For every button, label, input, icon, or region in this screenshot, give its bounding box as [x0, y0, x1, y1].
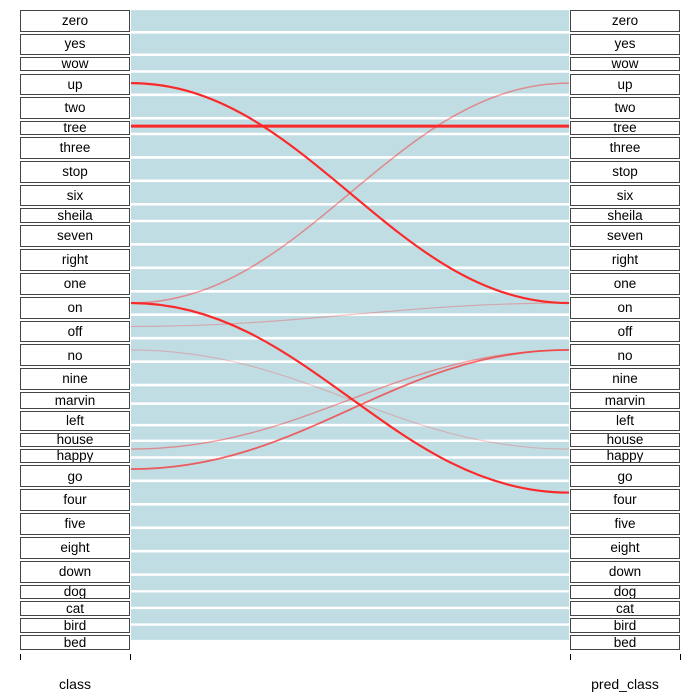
right-box-cat: cat — [570, 601, 680, 616]
right-box-happy: happy — [570, 449, 680, 464]
right-box-eight: eight — [570, 537, 680, 559]
flow-area — [131, 0, 569, 650]
flow-band — [131, 135, 569, 156]
left-box-stop: stop — [20, 161, 130, 183]
left-box-three: three — [20, 137, 130, 159]
left-box-up: up — [20, 74, 130, 96]
left-box-sheila: sheila — [20, 208, 130, 223]
flow-band — [131, 576, 569, 590]
right-box-left: left — [570, 411, 680, 431]
axis-tick — [130, 654, 131, 660]
flow-band — [131, 553, 569, 574]
left-box-wow: wow — [20, 57, 130, 72]
left-box-off: off — [20, 321, 130, 343]
flow-band — [131, 316, 569, 337]
flow-band — [131, 506, 569, 527]
right-box-nine: nine — [570, 368, 680, 390]
right-box-wow: wow — [570, 57, 680, 72]
right-box-right: right — [570, 249, 680, 271]
right-box-zero: zero — [570, 10, 680, 32]
right-box-go: go — [570, 465, 680, 487]
flow-band — [131, 609, 569, 623]
right-box-yes: yes — [570, 34, 680, 55]
right-box-three: three — [570, 137, 680, 159]
left-box-five: five — [20, 513, 130, 535]
right-box-off: off — [570, 321, 680, 343]
right-box-bird: bird — [570, 618, 680, 633]
flow-band — [131, 34, 569, 54]
left-box-happy: happy — [20, 449, 130, 464]
axis-tick — [680, 654, 681, 660]
left-box-tree: tree — [20, 121, 130, 135]
left-box-left: left — [20, 411, 130, 431]
right-box-house: house — [570, 433, 680, 447]
flow-band — [131, 339, 569, 360]
left-box-on: on — [20, 297, 130, 319]
right-box-sheila: sheila — [570, 208, 680, 223]
right-box-six: six — [570, 185, 680, 207]
flow-band — [131, 592, 569, 606]
right-box-dog: dog — [570, 585, 680, 600]
left-box-zero: zero — [20, 10, 130, 32]
flow-band — [131, 222, 569, 243]
right-box-down: down — [570, 561, 680, 583]
flow-band — [131, 246, 569, 267]
left-box-dog: dog — [20, 585, 130, 600]
left-box-right: right — [20, 249, 130, 271]
right-box-one: one — [570, 273, 680, 295]
left-box-bed: bed — [20, 635, 130, 650]
right-axis-label: pred_class — [570, 676, 680, 692]
left-box-no: no — [20, 344, 130, 366]
alluvial-diagram: zeroyeswowuptwotreethreestopsixsheilasev… — [0, 0, 700, 700]
axis-tick — [570, 654, 571, 660]
left-axis-label: class — [20, 676, 130, 692]
right-box-tree: tree — [570, 121, 680, 135]
flow-band — [131, 482, 569, 503]
left-box-go: go — [20, 465, 130, 487]
right-box-marvin: marvin — [570, 392, 680, 409]
flow-band — [131, 96, 569, 117]
flow-band — [131, 73, 569, 94]
left-box-two: two — [20, 97, 130, 119]
left-box-marvin: marvin — [20, 392, 130, 409]
right-box-no: no — [570, 344, 680, 366]
flow-band — [131, 206, 569, 220]
flow-band — [131, 529, 569, 550]
flow-band — [131, 269, 569, 290]
flow-band — [131, 363, 569, 384]
flow-band — [131, 405, 569, 424]
left-box-yes: yes — [20, 34, 130, 55]
right-box-up: up — [570, 74, 680, 96]
left-box-cat: cat — [20, 601, 130, 616]
flow-band — [131, 159, 569, 180]
axis-tick — [20, 654, 21, 660]
left-box-bird: bird — [20, 618, 130, 633]
right-box-two: two — [570, 97, 680, 119]
left-box-six: six — [20, 185, 130, 207]
flow-band — [131, 626, 569, 640]
left-box-eight: eight — [20, 537, 130, 559]
right-box-seven: seven — [570, 225, 680, 247]
flow-band — [131, 56, 569, 70]
left-box-house: house — [20, 433, 130, 447]
right-box-on: on — [570, 297, 680, 319]
left-box-seven: seven — [20, 225, 130, 247]
right-box-stop: stop — [570, 161, 680, 183]
left-box-four: four — [20, 489, 130, 511]
left-box-one: one — [20, 273, 130, 295]
left-box-down: down — [20, 561, 130, 583]
right-box-bed: bed — [570, 635, 680, 650]
flow-band — [131, 293, 569, 314]
right-box-four: four — [570, 489, 680, 511]
flow-band — [131, 426, 569, 439]
flow-band — [131, 10, 569, 31]
flow-band — [131, 459, 569, 480]
right-box-five: five — [570, 513, 680, 535]
left-box-nine: nine — [20, 368, 130, 390]
